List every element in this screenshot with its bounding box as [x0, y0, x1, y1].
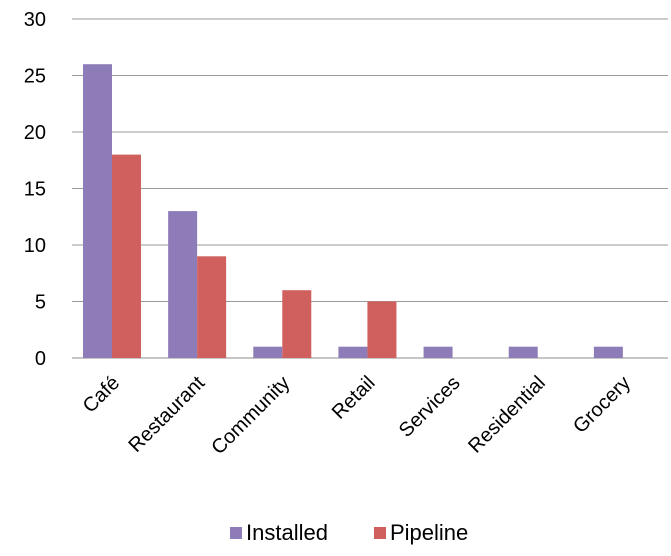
- bar-pipeline-1: [112, 154, 141, 358]
- bars: [83, 64, 623, 358]
- bar-installed-7: [593, 346, 623, 358]
- bar-pipeline-4: [367, 301, 397, 358]
- y-tick-label: 20: [24, 122, 46, 144]
- legend-swatch-pipeline: [374, 527, 386, 539]
- legend-swatch-installed: [230, 527, 242, 539]
- bar-pipeline-2: [197, 256, 227, 358]
- y-tick-label: 10: [24, 235, 46, 257]
- bar-installed-5: [423, 346, 453, 358]
- y-tick-label: 25: [24, 66, 46, 88]
- bar-installed-2: [168, 211, 198, 358]
- bar-installed-6: [508, 346, 538, 358]
- bar-installed-1: [83, 64, 112, 358]
- bar-installed-4: [338, 346, 368, 358]
- y-tick-label: 30: [24, 9, 46, 31]
- y-axis-ticks: 0 5 10 15 20 25 30: [24, 9, 46, 370]
- legend: Installed Pipeline: [230, 520, 468, 545]
- y-tick-label: 0: [35, 348, 46, 370]
- bar-pipeline-3: [282, 290, 312, 358]
- legend-label-pipeline: Pipeline: [390, 520, 468, 545]
- legend-label-installed: Installed: [246, 520, 328, 545]
- bar-installed-3: [253, 346, 283, 358]
- y-tick-label: 5: [35, 292, 46, 314]
- y-tick-label: 15: [24, 179, 46, 201]
